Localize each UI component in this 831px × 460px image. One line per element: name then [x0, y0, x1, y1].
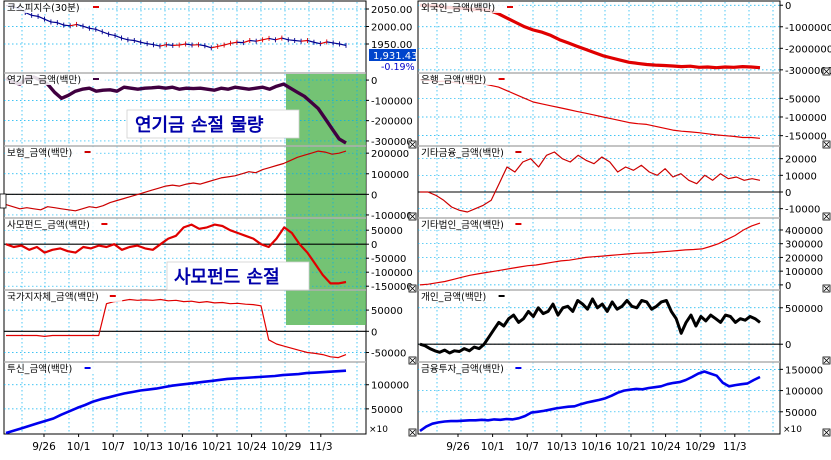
y-tick-label: -2000000 — [785, 44, 831, 55]
y-tick-label: 0 — [371, 76, 377, 87]
y-tick-label: 20000 — [785, 155, 817, 166]
panel-title: 연기금_금액(백만) — [7, 74, 81, 86]
y-tick-label: 50000 — [371, 226, 403, 237]
panel-title: 개인_금액(백만) — [421, 291, 486, 303]
y-tick-label: 100000 — [785, 267, 823, 278]
panel-title: 투신_금액(백만) — [7, 363, 72, 375]
y-tick-label: 10000 — [785, 171, 817, 182]
panel-title: 금융투자_금액(백만) — [421, 363, 504, 375]
legend-marker — [515, 223, 521, 225]
y-tick-label: 400000 — [785, 226, 823, 237]
y-tick-label: 100000 — [371, 381, 409, 392]
x-tick-label: 10/24 — [650, 441, 681, 453]
y-tick-label: 0 — [785, 281, 791, 292]
scroll-handle — [0, 194, 6, 208]
panel-title: 외국인_금액(백만) — [421, 2, 495, 14]
legend-marker — [101, 223, 107, 225]
y-tick-label: -1000000 — [785, 23, 831, 34]
y-tick-label: -50000 — [371, 254, 406, 265]
y-tick-label: -100000 — [785, 113, 827, 124]
legend-marker — [515, 367, 521, 369]
price-segment — [51, 22, 57, 23]
y-tick-label: -50000 — [371, 349, 406, 360]
y-tick-label: 0 — [785, 188, 791, 199]
y-tick-label: -300000 — [371, 137, 413, 148]
x-tick-label: 10/1 — [481, 441, 505, 453]
y-tick-label: -100000 — [371, 268, 413, 279]
x-tick-label: 11/3 — [309, 441, 333, 453]
y-tick-label: 100000 — [785, 387, 823, 398]
panel-title: 은행_금액(백만) — [421, 74, 486, 86]
y-tick-label: -10000 — [785, 205, 820, 216]
price-segment — [128, 40, 134, 41]
y-tick-label: 500000 — [785, 304, 823, 315]
y-tick-label: 2050.00 — [371, 5, 412, 16]
x-tick-label: 10/7 — [515, 441, 539, 453]
price-segment — [301, 41, 307, 42]
price-badge-label: 1,931.43 — [373, 51, 418, 62]
y-tick-label: -100000 — [371, 211, 413, 222]
panel-title: 기타금융_금액(백만) — [421, 147, 504, 159]
legend-marker — [507, 6, 513, 8]
legend-marker — [499, 295, 505, 297]
legend-marker — [110, 295, 116, 297]
y-tick-label: -100000 — [371, 96, 413, 107]
x-tick-label: 10/13 — [547, 441, 577, 453]
multiplier-label-left: ×10 — [369, 425, 388, 435]
legend-marker — [85, 151, 91, 153]
y-tick-label: 0 — [371, 240, 377, 251]
y-tick-label: -150000 — [785, 132, 827, 143]
x-tick-label: 10/29 — [685, 441, 715, 453]
x-tick-label: 10/16 — [581, 441, 612, 453]
legend-marker — [93, 78, 99, 80]
x-tick-label: 10/1 — [67, 441, 91, 453]
annotation-pension-stoploss: 연기금 손절 물량 — [135, 115, 264, 136]
legend-marker — [85, 367, 91, 369]
x-tick-label: 9/26 — [446, 441, 470, 453]
y-tick-label: 0 — [785, 340, 791, 351]
x-tick-label: 10/7 — [101, 441, 125, 453]
y-tick-label: 200000 — [785, 253, 823, 264]
y-tick-label: 200000 — [371, 149, 409, 160]
x-tick-label: 10/21 — [616, 441, 646, 453]
legend-marker — [93, 6, 99, 8]
y-tick-label: 50000 — [785, 408, 817, 419]
annotation-pef-stoploss: 사모펀드 손절 — [174, 267, 280, 288]
legend-marker — [499, 78, 505, 80]
y-tick-label: 50000 — [371, 306, 403, 317]
y-tick-label: 0 — [371, 190, 377, 201]
x-tick-label: 10/16 — [167, 441, 198, 453]
y-tick-label: 100000 — [371, 170, 409, 181]
x-tick-label: 9/26 — [32, 441, 56, 453]
x-tick-label: 11/3 — [723, 441, 747, 453]
price-segment — [64, 25, 70, 26]
x-tick-label: 10/29 — [271, 441, 301, 453]
multiplier-label-right: ×10 — [783, 425, 802, 435]
x-tick-label: 10/24 — [236, 441, 267, 453]
price-segment — [166, 45, 172, 46]
price-change-label: -0.19% — [381, 62, 415, 73]
y-tick-label: 2000.00 — [371, 23, 412, 34]
x-tick-label: 10/13 — [133, 441, 163, 453]
price-segment — [250, 41, 256, 42]
y-tick-label: -150000 — [371, 282, 413, 293]
panel-title: 기타법인_금액(백만) — [421, 219, 504, 231]
legend-marker — [515, 151, 521, 153]
panel-title: 국가지자체_금액(백만) — [7, 291, 99, 303]
y-tick-label: -50000 — [785, 94, 820, 105]
panel-title: 보험_금액(백만) — [7, 147, 72, 159]
y-tick-label: 0 — [785, 1, 791, 12]
y-tick-label: 0 — [371, 327, 377, 338]
panel-title: 코스피지수(30분) — [7, 3, 80, 14]
panel-title: 사모펀드_금액(백만) — [7, 219, 90, 231]
y-tick-label: 300000 — [785, 240, 823, 251]
y-tick-label: -200000 — [371, 117, 413, 128]
price-segment — [288, 40, 294, 41]
price-segment — [295, 41, 301, 42]
y-tick-label: 50000 — [371, 405, 403, 416]
x-tick-label: 10/21 — [202, 441, 232, 453]
y-tick-label: 150000 — [785, 365, 823, 376]
